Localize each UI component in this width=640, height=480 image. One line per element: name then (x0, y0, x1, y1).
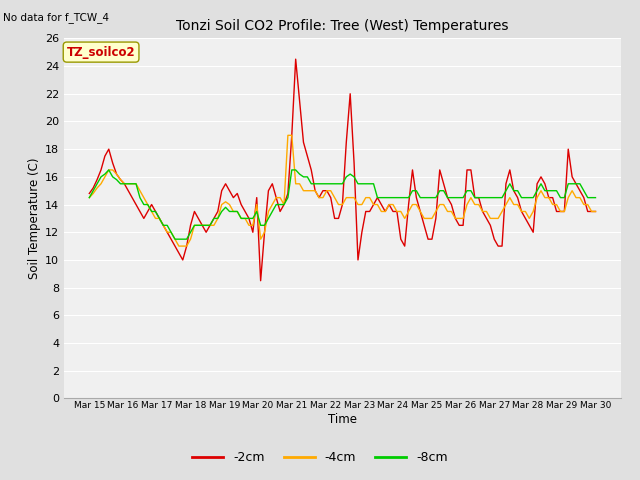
Text: No data for f_TCW_4: No data for f_TCW_4 (3, 12, 109, 23)
Legend: -2cm, -4cm, -8cm: -2cm, -4cm, -8cm (187, 446, 453, 469)
Text: TZ_soilco2: TZ_soilco2 (67, 46, 136, 59)
Title: Tonzi Soil CO2 Profile: Tree (West) Temperatures: Tonzi Soil CO2 Profile: Tree (West) Temp… (176, 19, 509, 33)
X-axis label: Time: Time (328, 413, 357, 426)
Y-axis label: Soil Temperature (C): Soil Temperature (C) (28, 157, 41, 279)
